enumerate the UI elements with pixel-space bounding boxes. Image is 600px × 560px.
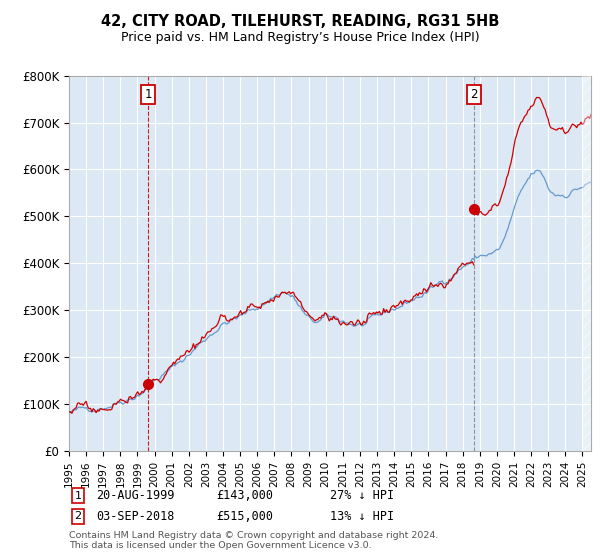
Text: 13% ↓ HPI: 13% ↓ HPI	[330, 510, 394, 523]
Text: 03-SEP-2018: 03-SEP-2018	[96, 510, 175, 523]
Text: £143,000: £143,000	[216, 489, 273, 502]
Text: 27% ↓ HPI: 27% ↓ HPI	[330, 489, 394, 502]
Text: Price paid vs. HM Land Registry’s House Price Index (HPI): Price paid vs. HM Land Registry’s House …	[121, 31, 479, 44]
Text: Contains HM Land Registry data © Crown copyright and database right 2024.
This d: Contains HM Land Registry data © Crown c…	[69, 531, 439, 550]
Text: 2: 2	[74, 511, 82, 521]
Text: 20-AUG-1999: 20-AUG-1999	[96, 489, 175, 502]
Text: 42, CITY ROAD, TILEHURST, READING, RG31 5HB: 42, CITY ROAD, TILEHURST, READING, RG31 …	[101, 14, 499, 29]
Text: 1: 1	[74, 491, 82, 501]
Text: 1: 1	[145, 88, 152, 101]
Text: 2: 2	[470, 88, 478, 101]
Bar	[583, 76, 599, 451]
Text: £515,000: £515,000	[216, 510, 273, 523]
